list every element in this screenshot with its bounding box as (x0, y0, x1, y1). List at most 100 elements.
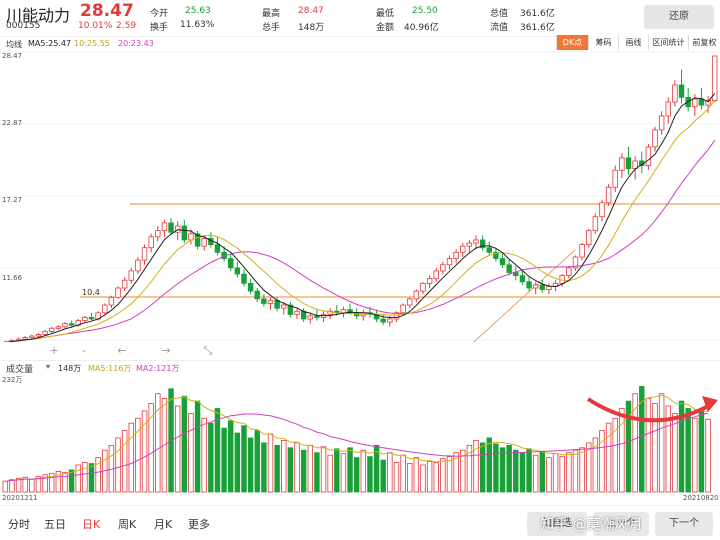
candlestick-chart[interactable] (0, 50, 720, 342)
volume-bar-up (360, 449, 367, 493)
candle-up (22, 337, 28, 340)
volume-bar-up (281, 440, 287, 493)
volume-bar-down (68, 469, 75, 493)
volume-chart[interactable] (0, 374, 720, 494)
volume-bar-up (605, 422, 612, 493)
candle-down (513, 272, 519, 277)
volume-bar-down (228, 420, 234, 493)
candle-down (181, 225, 188, 241)
prev-button[interactable]: ← (117, 344, 127, 357)
stock-name: 川能动力 (6, 6, 71, 25)
quote-value-high: 28.47 (298, 6, 324, 16)
change-percent: 10.01% (78, 21, 113, 31)
candle-up (572, 256, 579, 269)
candle-down (247, 282, 254, 292)
add-favorite-button[interactable]: 加自选 (527, 512, 587, 536)
volume-bar-up (413, 457, 420, 493)
volume-bar-down (506, 444, 512, 493)
volume-bar-down (513, 449, 519, 493)
volume-ma20-line (5, 412, 709, 482)
ma20-value: 20:23.43 (118, 39, 154, 48)
prev-stock-button[interactable]: 上一个 (593, 512, 649, 536)
candle-up (413, 290, 420, 300)
tab-daily-k[interactable]: 日K (82, 518, 101, 531)
volume-bar-up (95, 457, 101, 493)
volume-bar-up (652, 403, 658, 493)
volume-bar-up (135, 417, 141, 493)
interval-stats-button[interactable]: 区间统计 (648, 35, 688, 50)
volume-bar-up (599, 430, 605, 493)
change-value: 2.59 (116, 21, 137, 31)
candle-up (307, 315, 313, 320)
volume-bar-up (559, 456, 565, 493)
tab-monthly-k[interactable]: 月K (154, 518, 173, 531)
volume-bar-down (194, 400, 201, 493)
volume-bar-up (35, 475, 42, 493)
volume-bar-up (546, 457, 552, 493)
candle-up (473, 239, 479, 244)
next-button[interactable]: → (161, 344, 171, 357)
candle-down (526, 281, 532, 289)
quote-label-amount: 金额 (376, 23, 395, 33)
chart-grid (0, 51, 720, 341)
volume-bar-down (208, 422, 214, 493)
zoom-in-button[interactable]: + (49, 344, 59, 357)
restore-button[interactable]: 还原 (644, 5, 714, 29)
volume-bar-up (572, 449, 579, 493)
dk-point-button[interactable]: DK点 (556, 35, 588, 50)
volume-bar-up (400, 454, 406, 493)
volume-bar-up (393, 462, 400, 493)
volume-bar-up (128, 422, 134, 493)
volume-bar-up (433, 462, 439, 493)
candle-up (102, 304, 108, 314)
volume-bar-up (446, 456, 453, 493)
candle-up (121, 279, 128, 289)
candle-up (466, 242, 473, 247)
quote-label-low: 最低 (376, 9, 395, 19)
candle-down (486, 247, 492, 253)
y-axis-l1: 22.87 (2, 119, 23, 127)
tab-more[interactable]: 更多 (188, 518, 210, 531)
volume-bar-up (619, 408, 625, 493)
volume-bar-up (579, 447, 585, 493)
candle-down (479, 239, 486, 249)
volume-bar-up (22, 476, 28, 493)
adjust-button[interactable]: 前复权 (688, 35, 720, 50)
tab-five-day[interactable]: 五日 (44, 518, 66, 531)
expand-button[interactable]: ⤡ (203, 344, 213, 357)
ma5-value: MA5:25.47 (28, 39, 72, 48)
y-axis-top: 28.47 (2, 52, 23, 60)
volume-bar-up (566, 452, 572, 493)
volume-bar-up (307, 444, 313, 493)
draw-line-button[interactable]: 画线 (618, 35, 648, 50)
volume-bar-down (539, 451, 546, 493)
date-start: 20201211 (2, 494, 38, 502)
ma5-line (5, 93, 716, 342)
chips-button[interactable]: 筹码 (588, 35, 618, 50)
volume-bar-up (473, 440, 479, 493)
candle-down (380, 318, 386, 323)
low-price-label: 10.4 (82, 288, 100, 297)
candle-up (267, 300, 274, 304)
volume-bar-up (49, 472, 55, 493)
tab-intraday[interactable]: 分时 (8, 518, 30, 531)
candle-down (261, 298, 267, 304)
volume-bar-up (440, 458, 446, 493)
y-axis-l3: 11.66 (2, 274, 23, 282)
candle-down (506, 264, 512, 273)
candle-down (314, 315, 320, 318)
next-stock-button[interactable]: 下一个 (655, 512, 713, 536)
candle-down (254, 290, 260, 300)
candle-up (446, 258, 453, 266)
volume-legend: 成交量 ▾ 148万 MA5:116万 MA2:121万 (0, 360, 720, 375)
candle-down (194, 233, 201, 247)
candle-up (294, 310, 300, 315)
volume-bar-down (300, 449, 307, 493)
volume-dropdown-icon[interactable]: ▾ (46, 362, 51, 371)
zoom-out-button[interactable]: - (82, 344, 86, 357)
tab-weekly-k[interactable]: 周K (118, 518, 137, 531)
quote-label-floatcap: 流值 (490, 23, 509, 33)
stock-header: 川能动力 28.47 000155 10.01% 2.59 今开 25.63 换… (0, 0, 720, 36)
trend-arc-annotation (586, 397, 713, 423)
y-axis-l2: 17.27 (2, 196, 23, 204)
